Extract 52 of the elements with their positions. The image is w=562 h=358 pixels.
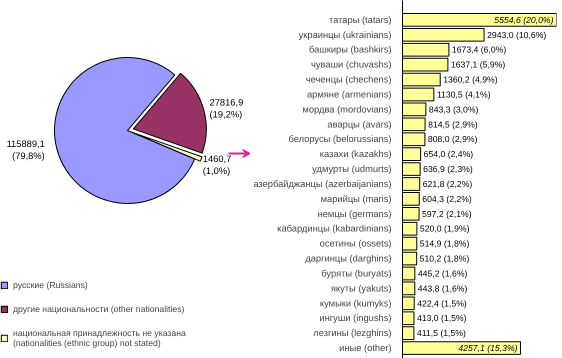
y-tick-label: казахи (kazakhs) — [320, 149, 392, 160]
y-tick-label: азербайджанцы (azerbaijanians) — [253, 178, 392, 189]
data-label: 636,9 (2,3%) — [423, 164, 473, 174]
data-label: 814,5 (2,9%) — [428, 119, 478, 130]
data-label: 654,0 (2,4%) — [424, 149, 474, 160]
data-label: 604,3 (2,2%) — [422, 194, 472, 204]
y-tick-label: белорусы (belorussians) — [288, 134, 392, 144]
y-tick-label: мордва (mordovians) — [302, 104, 392, 114]
y-tick-label: удмурты (udmurts) — [312, 164, 392, 174]
y-tick-label: ингуши (ingushs) — [319, 313, 392, 324]
data-label: 843,3 (3,0%) — [428, 104, 479, 114]
data-label: 1673,4 (6,0%) — [452, 44, 506, 55]
data-label: 2943,0 (10,6%) — [487, 30, 546, 40]
data-label: 4257,1 (15,3%) — [458, 343, 518, 354]
y-tick-label: буряты (buryats) — [321, 268, 392, 278]
y-tick-label: чуваши (chuvashs) — [311, 60, 392, 70]
y-tick-label: якуты (yakuts) — [330, 283, 392, 294]
data-label: 445,2 (1,6%) — [418, 268, 468, 278]
y-tick-label: кумыки (kumyks) — [320, 298, 392, 308]
y-tick-label: башкиры (bashkirs) — [308, 44, 392, 55]
data-label: 1360,2 (4,9%) — [443, 74, 498, 85]
y-tick-label: иные (other) — [339, 343, 392, 354]
data-label: 597,2 (2,1%) — [422, 208, 472, 219]
data-label: 5554,6 (20,0%) — [494, 14, 554, 25]
legend-label: другие национальности (other nationalities) — [13, 304, 184, 314]
y-tick-label: осетины (ossets) — [320, 238, 392, 249]
data-label: 1460,7 (1,0%) — [202, 154, 232, 176]
data-label: 808,0 (2,9%) — [428, 134, 478, 144]
y-tick-label: кабардинцы (kabardinians) — [277, 224, 392, 234]
y-tick-label: немцы (germans) — [318, 208, 392, 219]
data-label: 443,8 (1,6%) — [418, 283, 468, 294]
y-tick-label: татары (tatars) — [328, 14, 392, 25]
data-label: 1637,1 (5,9%) — [450, 60, 506, 70]
data-label: 27816,9 (19,2%) — [210, 97, 244, 120]
data-label: 510,2 (1,8%) — [420, 254, 470, 264]
y-tick-label: украинцы (ukrainians) — [298, 30, 392, 40]
y-tick-label: лезгины (lezghins) — [313, 328, 392, 338]
data-label: 621,8 (2,2%) — [422, 178, 472, 189]
y-tick-label: чеченцы (chechens) — [306, 74, 392, 85]
y-tick-label: даргинцы (darghins) — [305, 254, 392, 264]
y-tick-label: армяне (armenians) — [306, 89, 392, 100]
legend-label: национальная принадлежность не указана (nationalities (ethnic group) not stated) — [13, 328, 186, 348]
data-label: 411,5 (1,5%) — [416, 328, 466, 338]
legend-label: русские (Russians) — [13, 280, 88, 290]
y-tick-label: аварцы (avars) — [327, 119, 392, 130]
data-label: 413,0 (1,5%) — [416, 313, 467, 324]
data-label: 115889,1 (79,8%) — [6, 139, 45, 162]
data-label: 520,0 (1,9%) — [420, 224, 470, 234]
data-label: 514,9 (1,8%) — [420, 238, 470, 249]
data-label: 422,4 (1,5%) — [417, 298, 467, 308]
data-label: 1130,5 (4,1%) — [436, 89, 491, 100]
y-tick-label: марийцы (maris) — [320, 194, 392, 204]
